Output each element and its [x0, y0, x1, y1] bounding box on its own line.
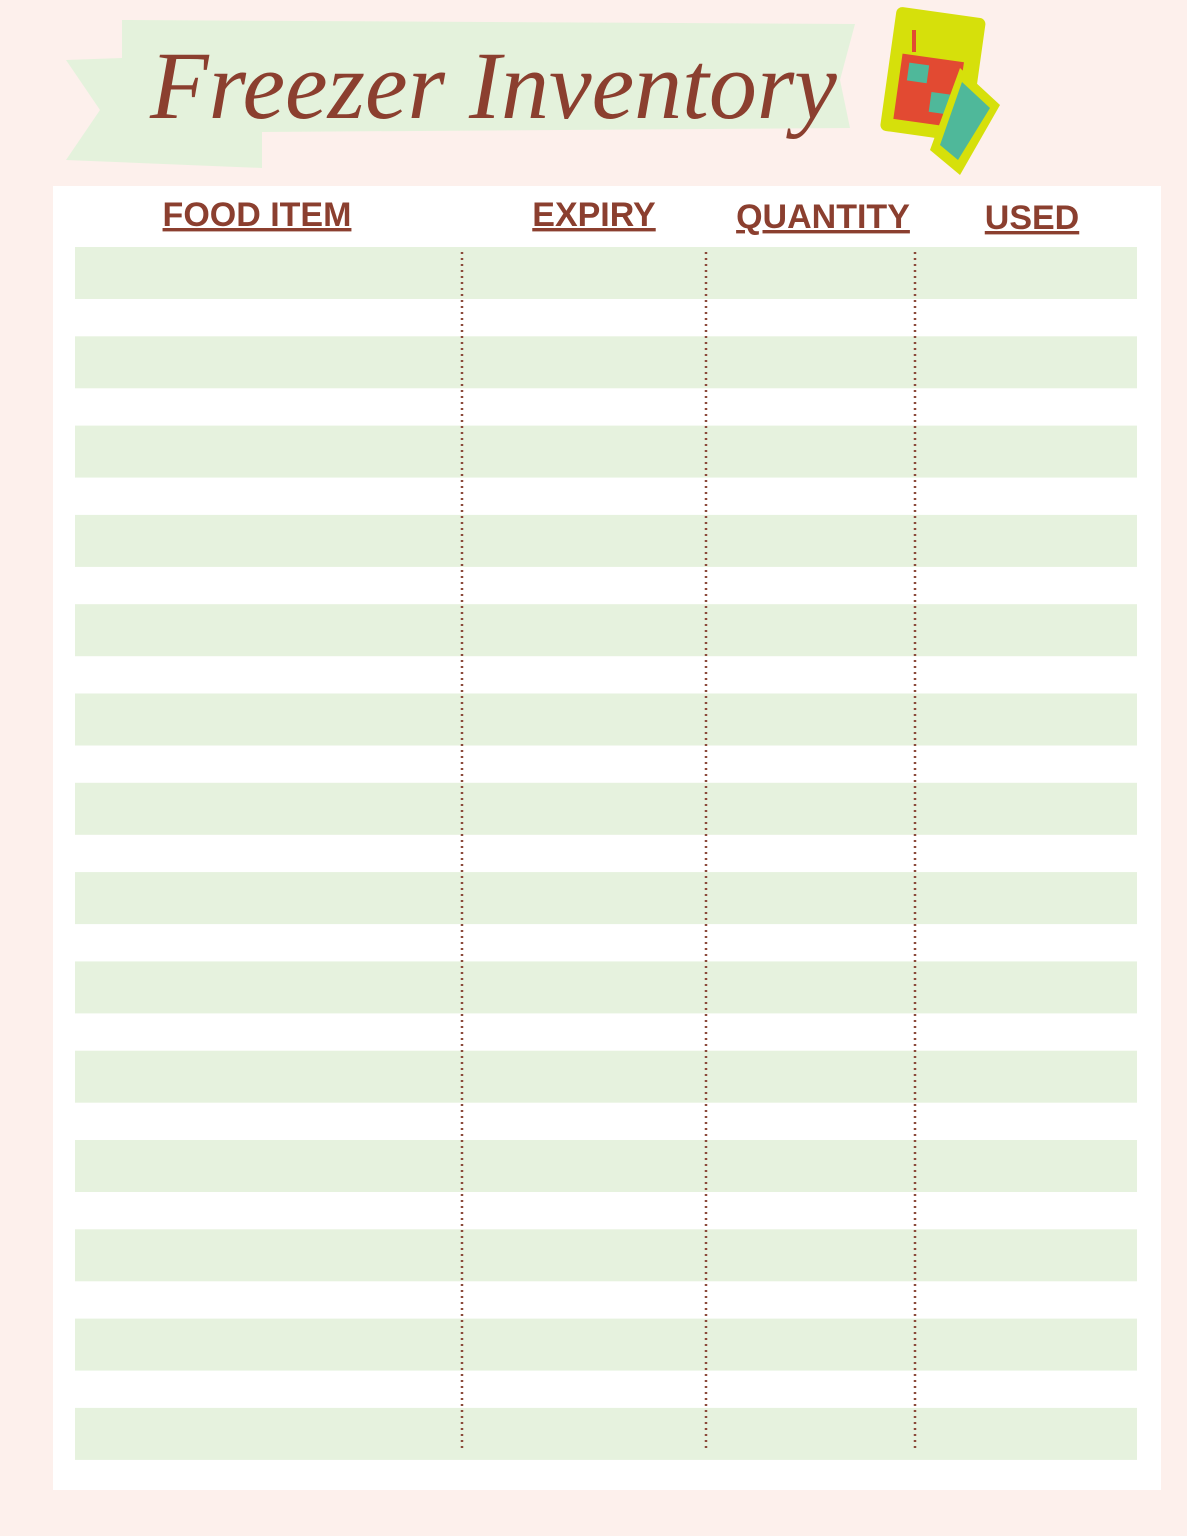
title: Freezer Inventory: [149, 32, 837, 139]
banner: [66, 20, 855, 168]
row-stripe: [75, 1407, 1137, 1460]
row-stripe: [75, 604, 1137, 657]
row-stripe: [75, 1140, 1137, 1192]
row-stripe: [75, 1318, 1137, 1371]
row-stripe: [75, 247, 1137, 299]
row-stripe: [75, 514, 1137, 567]
row-stripe: [75, 1050, 1137, 1103]
column-header: EXPIRY: [532, 196, 656, 234]
column-header: FOOD ITEM: [163, 196, 352, 234]
row-stripes: [75, 247, 1137, 1460]
row-stripe: [75, 782, 1137, 835]
row-stripe: [75, 425, 1137, 478]
column-header: QUANTITY: [736, 198, 910, 236]
column-dividers: [460, 252, 917, 1452]
row-stripe: [75, 1229, 1137, 1282]
column-header: USED: [985, 199, 1079, 237]
row-stripe: [75, 872, 1137, 925]
freezer-icon: [880, 7, 1000, 175]
row-stripe: [75, 961, 1137, 1014]
row-stripe: [75, 693, 1137, 746]
row-stripe: [75, 336, 1137, 389]
